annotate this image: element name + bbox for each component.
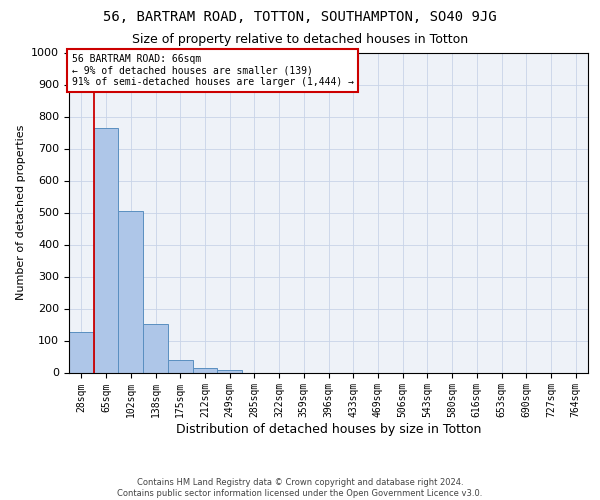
Bar bbox=[69, 332, 94, 372]
Bar bbox=[217, 370, 242, 372]
Text: 56 BARTRAM ROAD: 66sqm
← 9% of detached houses are smaller (139)
91% of semi-det: 56 BARTRAM ROAD: 66sqm ← 9% of detached … bbox=[71, 54, 353, 88]
Bar bbox=[193, 368, 217, 372]
Text: Size of property relative to detached houses in Totton: Size of property relative to detached ho… bbox=[132, 32, 468, 46]
Bar bbox=[118, 211, 143, 372]
X-axis label: Distribution of detached houses by size in Totton: Distribution of detached houses by size … bbox=[176, 423, 481, 436]
Bar bbox=[94, 128, 118, 372]
Text: Contains HM Land Registry data © Crown copyright and database right 2024.
Contai: Contains HM Land Registry data © Crown c… bbox=[118, 478, 482, 498]
Text: 56, BARTRAM ROAD, TOTTON, SOUTHAMPTON, SO40 9JG: 56, BARTRAM ROAD, TOTTON, SOUTHAMPTON, S… bbox=[103, 10, 497, 24]
Bar bbox=[168, 360, 193, 372]
Bar bbox=[143, 324, 168, 372]
Y-axis label: Number of detached properties: Number of detached properties bbox=[16, 125, 26, 300]
